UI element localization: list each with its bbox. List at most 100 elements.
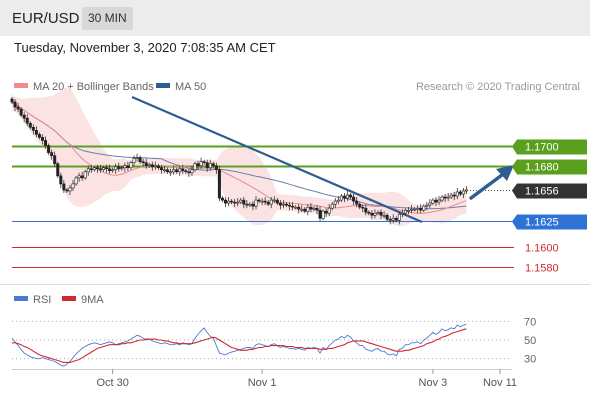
candle <box>135 153 139 162</box>
candle <box>458 189 462 197</box>
candlesticks <box>10 96 468 225</box>
candle <box>175 167 179 174</box>
candle <box>159 164 163 174</box>
candle <box>364 204 368 216</box>
price-levels <box>12 145 514 268</box>
candle <box>105 164 109 173</box>
candle <box>272 196 276 204</box>
symbol-title: EUR/USD <box>12 10 80 27</box>
candle <box>120 165 124 171</box>
candle <box>153 161 157 170</box>
watermark: Research © 2020 Trading Central <box>416 81 580 93</box>
candle <box>172 165 176 175</box>
candle <box>44 136 48 149</box>
candle <box>132 155 136 167</box>
candle <box>388 216 392 225</box>
candle <box>303 207 307 214</box>
candle <box>141 158 145 167</box>
level-label-text: 1.1656 <box>525 186 559 198</box>
candle <box>193 161 197 172</box>
candle <box>102 165 106 172</box>
legend-ma20-label: MA 20 + Bollinger Bands <box>33 81 154 93</box>
level-label-pointer <box>512 159 517 175</box>
x-tick-label: Nov 11 <box>483 377 517 389</box>
candle <box>25 114 29 127</box>
candle <box>275 198 279 206</box>
candle <box>199 157 203 169</box>
candle <box>422 204 426 213</box>
candle <box>461 187 465 199</box>
rsi-line <box>11 323 467 367</box>
level-label-text: 1.1600 <box>525 243 559 255</box>
timestamp: Tuesday, November 3, 2020 7:08:35 AM CET <box>14 40 276 55</box>
candle <box>65 187 69 194</box>
candle <box>376 210 380 216</box>
level-label-1.1700: 1.1700 <box>512 139 587 155</box>
candle <box>349 193 353 200</box>
candle <box>166 167 170 174</box>
x-axis: Oct 30 Nov 1 Nov 3 Nov 11 <box>96 369 517 389</box>
candle <box>220 196 224 203</box>
candle <box>169 168 173 176</box>
candle <box>47 143 51 155</box>
legend-ma50-label: MA 50 <box>175 81 206 93</box>
candle <box>464 185 468 195</box>
rsi-legend: RSI 9MA <box>14 294 104 306</box>
candle <box>440 195 444 203</box>
price-legend: MA 20 + Bollinger Bands MA 50 <box>14 81 206 93</box>
candle <box>74 175 78 186</box>
downtrend-line <box>131 95 423 224</box>
level-label-text: 1.1700 <box>525 142 559 154</box>
candle <box>184 168 188 174</box>
candle <box>370 210 374 220</box>
candle <box>382 211 386 219</box>
candle <box>406 207 410 215</box>
candle <box>410 205 414 214</box>
candle <box>452 192 456 201</box>
candle <box>123 162 127 172</box>
candle <box>208 159 212 171</box>
level-label-pointer <box>512 214 517 230</box>
candle <box>80 171 84 181</box>
level-label-text: 1.1680 <box>525 162 559 174</box>
candle <box>260 198 264 206</box>
legend-ma20-swatch <box>14 83 28 88</box>
candle <box>19 107 23 118</box>
candle <box>202 159 206 165</box>
ma50-line <box>11 101 467 210</box>
candle <box>71 179 75 191</box>
candle <box>217 165 221 202</box>
rsi-tick-label: 50 <box>524 335 536 347</box>
candle <box>434 197 438 207</box>
candle <box>345 191 349 202</box>
candle <box>437 196 441 206</box>
rsi-panel: 70 50 30 <box>11 316 536 367</box>
candle <box>294 205 298 210</box>
level-label-box <box>517 159 587 175</box>
level-label-1.1680: 1.1680 <box>512 159 587 175</box>
candle <box>361 204 365 213</box>
candle <box>352 194 356 206</box>
timeframe-button[interactable]: 30 MIN <box>82 7 133 30</box>
level-label-text: 1.1580 <box>525 263 559 275</box>
candle <box>111 167 115 173</box>
candle <box>446 193 450 202</box>
candle <box>150 161 154 171</box>
candle <box>373 209 377 219</box>
candle <box>34 126 38 138</box>
candle <box>391 214 395 224</box>
candle <box>443 194 447 203</box>
candle <box>306 204 310 216</box>
candle <box>31 124 35 135</box>
legend-rsi-swatch <box>14 296 28 301</box>
candle <box>400 209 404 218</box>
candle <box>397 211 401 225</box>
candle <box>297 204 301 214</box>
candle <box>13 98 17 112</box>
candle <box>242 197 246 209</box>
candle <box>187 168 191 177</box>
candle <box>312 206 316 212</box>
candle <box>224 197 228 208</box>
candle <box>248 202 252 208</box>
candle <box>50 149 54 160</box>
